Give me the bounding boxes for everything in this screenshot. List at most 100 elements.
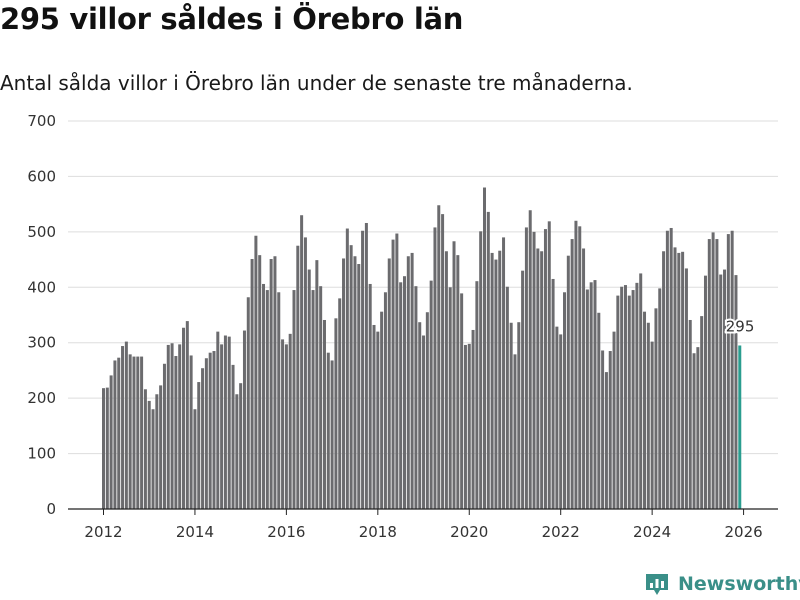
bar — [604, 372, 608, 509]
bar-highlight — [738, 345, 742, 509]
bar — [665, 230, 669, 509]
bar — [502, 237, 506, 509]
bar — [303, 237, 307, 509]
x-tick-label: 2018 — [359, 523, 397, 541]
y-tick-label: 200 — [27, 389, 56, 407]
bar — [132, 356, 136, 509]
bar — [353, 256, 357, 509]
bar — [216, 331, 220, 509]
bar — [406, 256, 410, 509]
brand-logo[interactable]: Newsworthy — [644, 568, 800, 600]
bar — [734, 275, 738, 509]
bar — [498, 250, 502, 509]
bar — [681, 251, 685, 509]
bar — [631, 290, 635, 509]
bar — [475, 281, 479, 509]
bar — [109, 375, 113, 509]
bar — [136, 356, 140, 509]
bar — [643, 311, 647, 509]
x-tick-label: 2016 — [267, 523, 305, 541]
bar — [334, 318, 338, 509]
brand-name: Newsworthy — [678, 573, 800, 595]
bar — [311, 290, 315, 509]
y-tick-label: 500 — [27, 223, 56, 241]
bar — [570, 239, 574, 509]
x-tick-label: 2024 — [633, 523, 671, 541]
bar — [269, 259, 273, 509]
bar — [250, 259, 254, 509]
bar — [174, 356, 178, 509]
bar — [402, 276, 406, 509]
bar — [105, 387, 109, 509]
bar — [658, 288, 662, 509]
bar — [143, 389, 147, 509]
bar — [387, 258, 391, 509]
bar — [574, 220, 578, 509]
bar — [441, 214, 445, 509]
bar — [208, 352, 212, 509]
bar — [662, 251, 666, 509]
bar — [258, 255, 262, 509]
bar — [490, 252, 494, 510]
bar — [399, 282, 403, 509]
bar — [646, 322, 650, 509]
bar — [422, 335, 426, 509]
bar — [281, 339, 285, 509]
bar — [589, 282, 593, 509]
bar — [296, 245, 300, 509]
bar — [597, 312, 601, 509]
bar — [620, 286, 624, 509]
bar — [372, 324, 376, 509]
bar — [342, 258, 346, 509]
bar — [585, 289, 589, 509]
bar — [357, 264, 361, 509]
bar — [635, 282, 639, 509]
bar — [650, 341, 654, 509]
bar — [707, 239, 711, 509]
bar — [467, 343, 471, 509]
bar — [117, 357, 121, 509]
bar — [338, 298, 342, 509]
bar — [262, 283, 266, 509]
x-tick-label: 2014 — [176, 523, 214, 541]
bar — [231, 364, 235, 509]
bar — [700, 316, 704, 509]
bar — [124, 341, 128, 509]
bar — [242, 330, 246, 509]
bar — [307, 269, 311, 509]
bar — [380, 311, 384, 509]
bar — [162, 363, 166, 509]
y-tick-label: 600 — [27, 167, 56, 185]
bar — [201, 368, 205, 509]
bar — [543, 229, 547, 510]
bar — [265, 290, 269, 509]
bar — [239, 383, 243, 509]
bar — [273, 256, 277, 509]
bar — [578, 226, 582, 510]
bar — [121, 346, 125, 509]
bar — [688, 319, 692, 509]
bar — [349, 245, 353, 509]
bar — [536, 248, 540, 509]
bar — [246, 297, 250, 509]
bar — [551, 278, 555, 509]
bar — [254, 235, 258, 510]
bar — [715, 239, 719, 509]
bar — [414, 286, 418, 509]
bar — [521, 270, 525, 509]
bar — [654, 308, 658, 509]
bar — [509, 322, 513, 509]
y-tick-label: 0 — [46, 500, 56, 518]
bar — [692, 353, 696, 509]
newsworthy-logo-icon — [646, 574, 668, 595]
bar — [612, 331, 616, 509]
bar — [433, 227, 437, 509]
x-tick-label: 2020 — [450, 523, 488, 541]
x-tick-label: 2022 — [542, 523, 580, 541]
bar — [639, 273, 643, 509]
bar — [182, 327, 186, 509]
bar — [178, 344, 182, 509]
bar — [193, 409, 197, 509]
bar — [300, 215, 304, 509]
